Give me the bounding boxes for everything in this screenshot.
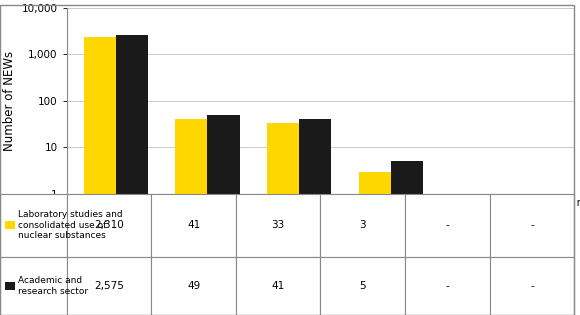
Bar	[84, 37, 116, 315]
Bar	[320, 194, 405, 257]
Bar	[359, 172, 391, 315]
Bar	[236, 194, 320, 257]
Text: -: -	[445, 281, 449, 291]
Bar	[236, 257, 320, 315]
Bar	[5, 282, 15, 290]
Text: 5: 5	[360, 281, 366, 291]
Bar	[267, 123, 299, 315]
Text: 41: 41	[187, 220, 200, 230]
Bar	[391, 161, 423, 315]
Text: Laboratory studies and
consolidated use of
nuclear substances: Laboratory studies and consolidated use …	[18, 210, 122, 240]
Text: -: -	[445, 220, 449, 230]
Text: 3: 3	[360, 220, 366, 230]
Bar	[67, 194, 151, 257]
Text: 2,575: 2,575	[94, 281, 124, 291]
Text: -: -	[530, 220, 534, 230]
Text: Academic and
research sector: Academic and research sector	[18, 276, 88, 295]
Bar	[490, 257, 574, 315]
Bar	[151, 257, 236, 315]
Bar	[405, 194, 490, 257]
Bar	[116, 35, 148, 315]
Bar	[405, 257, 490, 315]
Bar	[0, 194, 67, 257]
Text: 2,310: 2,310	[94, 220, 124, 230]
Bar	[5, 221, 15, 229]
Bar	[299, 119, 331, 315]
Bar	[0, 257, 67, 315]
Y-axis label: Number of NEWs: Number of NEWs	[3, 51, 16, 151]
Bar	[151, 194, 236, 257]
Text: 41: 41	[271, 281, 285, 291]
Text: 33: 33	[271, 220, 285, 230]
Bar	[320, 257, 405, 315]
Bar	[490, 194, 574, 257]
Bar	[67, 257, 151, 315]
Bar	[175, 119, 208, 315]
Text: -: -	[530, 281, 534, 291]
Text: 49: 49	[187, 281, 200, 291]
Bar	[208, 115, 240, 315]
